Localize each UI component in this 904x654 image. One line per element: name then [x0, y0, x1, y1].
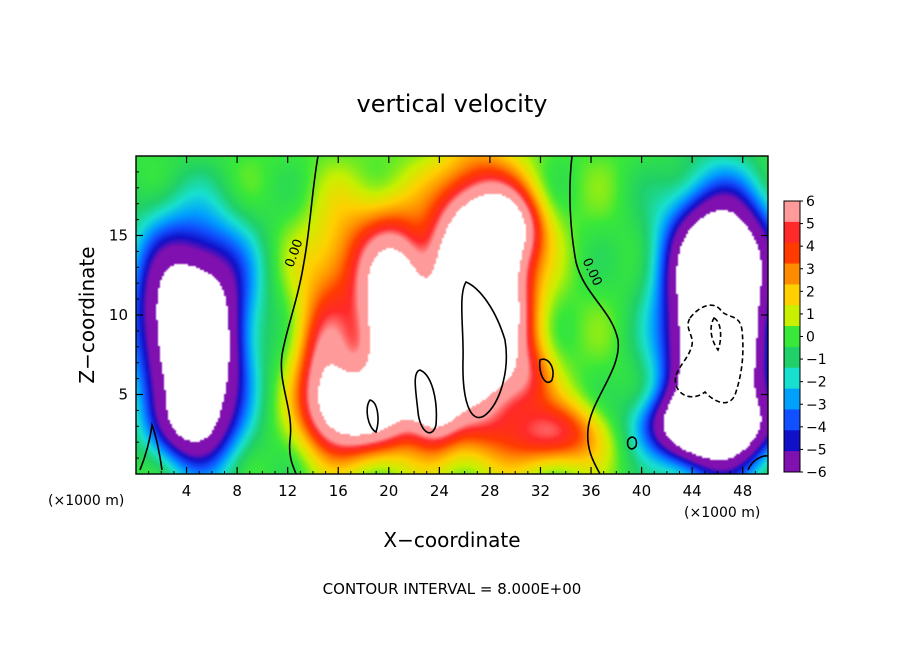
x-tick-label: 36: [581, 482, 600, 500]
colorbar-label: −4: [806, 420, 827, 436]
colorbar-swatch: [784, 430, 800, 452]
x-unit-label-right: (×1000 m): [684, 505, 760, 521]
contour-lines: [139, 156, 768, 474]
colorbar-label: −5: [806, 442, 827, 458]
colorbar-label: 2: [806, 284, 815, 300]
x-tick-label: 48: [733, 482, 752, 500]
colorbar-label: 1: [806, 307, 815, 323]
chart-title: vertical velocity: [357, 90, 548, 118]
positive-contour-lower: [414, 369, 438, 434]
positive-contour-small: [366, 399, 379, 434]
contour-small-blob: [538, 358, 554, 384]
zero-contour-left: [280, 156, 319, 474]
colorbar-swatch: [784, 201, 800, 223]
x-tick-label: 20: [379, 482, 398, 500]
velocity-field: [136, 156, 768, 474]
colorbar-swatch: [784, 221, 800, 244]
colorbar-swatch: [784, 326, 800, 348]
y-tick-label: 15: [109, 227, 128, 245]
colorbar-swatch: [784, 305, 800, 327]
colorbar-label: 6: [806, 194, 815, 210]
x-tick-label: 12: [278, 482, 297, 500]
colorbar-swatch: [784, 346, 800, 369]
x-unit-label-left: (×1000 m): [48, 493, 124, 509]
negative-contour-inner: [710, 316, 722, 352]
colorbar-label: −1: [806, 352, 827, 368]
colorbar-swatch: [784, 242, 800, 265]
colorbar-swatch: [784, 388, 800, 410]
zero-contour-right: [569, 156, 620, 474]
positive-contour-core: [460, 280, 508, 419]
contour-interval-footer: CONTOUR INTERVAL = 8.000E+00: [323, 580, 582, 598]
colorbar-label: −2: [806, 375, 827, 391]
colorbar: 6 5 4 3 2 1 0 −1 −2 −3 −4 −5 −6: [783, 194, 827, 481]
x-axis-ticks: 4 8 12 16 20 24 28 32 36 40 44 48: [135, 156, 769, 500]
colorbar-label: −3: [806, 397, 827, 413]
y-axis-label: Z−coordinate: [75, 246, 99, 383]
colorbar-swatch: [784, 409, 800, 431]
colorbar-label: 3: [806, 262, 815, 278]
colorbar-label: 4: [806, 239, 815, 255]
y-axis-ticks: 5 10 15: [109, 155, 768, 475]
colorbar-swatch: [784, 451, 800, 473]
x-tick-label: 16: [329, 482, 348, 500]
x-axis-label: X−coordinate: [383, 528, 520, 552]
negative-contour-core: [674, 304, 744, 404]
x-tick-label: 24: [430, 482, 449, 500]
x-tick-label: 4: [182, 482, 192, 500]
colorbar-swatch: [784, 263, 800, 285]
colorbar-label: 0: [806, 330, 815, 346]
colorbar-swatch: [784, 367, 800, 390]
x-tick-label: 44: [683, 482, 702, 500]
contour-ground-right: [747, 455, 768, 471]
colorbar-swatch: [784, 284, 800, 306]
x-tick-label: 28: [480, 482, 499, 500]
y-tick-label: 10: [109, 306, 128, 324]
x-tick-label: 8: [232, 482, 242, 500]
y-tick-label: 5: [118, 386, 128, 404]
contour-ground-left: [139, 421, 163, 471]
colorbar-label: −6: [806, 465, 827, 481]
x-tick-label: 32: [531, 482, 550, 500]
colorbar-label: 5: [806, 217, 815, 233]
contour-small-ring: [626, 436, 638, 450]
x-tick-label: 40: [632, 482, 651, 500]
